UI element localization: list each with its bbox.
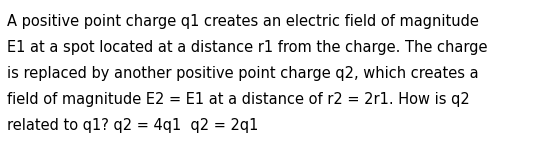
Text: related to q1? q2 = 4q1  q2 = 2q1: related to q1? q2 = 4q1 q2 = 2q1	[7, 118, 258, 133]
Text: field of magnitude E2 = E1 at a distance of r2 = 2r1. How is q2: field of magnitude E2 = E1 at a distance…	[7, 92, 469, 107]
Text: A positive point charge q1 creates an electric field of magnitude: A positive point charge q1 creates an el…	[7, 14, 479, 29]
Text: is replaced by another positive point charge q2, which creates a: is replaced by another positive point ch…	[7, 66, 478, 81]
Text: E1 at a spot located at a distance r1 from the charge. The charge: E1 at a spot located at a distance r1 fr…	[7, 40, 487, 55]
